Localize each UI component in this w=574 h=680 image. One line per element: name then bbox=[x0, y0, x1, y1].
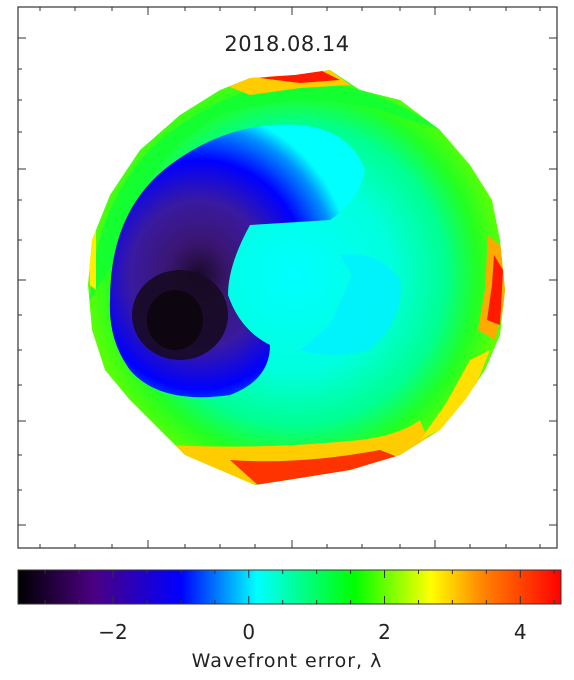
colorbar-label: Wavefront error, λ bbox=[191, 650, 383, 672]
chart-title: 2018.08.14 bbox=[224, 32, 350, 56]
colorbar bbox=[17, 569, 562, 605]
colorbar-ticks bbox=[44, 570, 555, 604]
map-ticks bbox=[18, 7, 557, 548]
colorbar-tick-label: 2 bbox=[378, 620, 391, 644]
colorbar-tick-label: 0 bbox=[242, 620, 256, 644]
colorbar-tick-label: 4 bbox=[513, 620, 527, 644]
colorbar-tick-label: −2 bbox=[98, 620, 128, 644]
wavefront-map bbox=[88, 70, 505, 485]
